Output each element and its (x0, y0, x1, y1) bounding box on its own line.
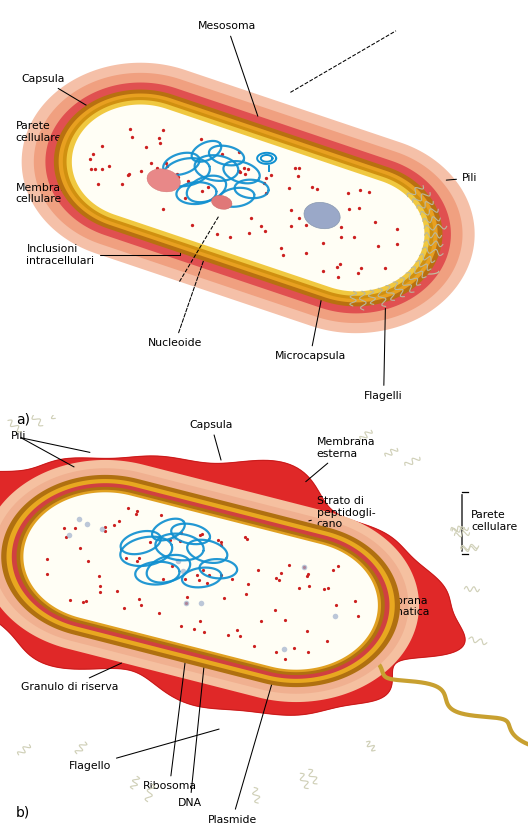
Polygon shape (59, 94, 438, 302)
Text: Capsula: Capsula (190, 419, 233, 460)
Polygon shape (1, 475, 400, 687)
Text: Membrana
plasmatica: Membrana plasmatica (364, 573, 429, 618)
Text: Flagello: Flagello (69, 729, 219, 771)
Text: Membrana
cellulare: Membrana cellulare (16, 183, 137, 204)
Polygon shape (6, 479, 395, 683)
Polygon shape (34, 73, 463, 323)
Text: Plasmide: Plasmide (208, 650, 282, 825)
Polygon shape (0, 468, 409, 694)
Text: Parete
cellulare: Parete cellulare (471, 510, 517, 532)
Text: Granulo di riserva: Granulo di riserva (21, 663, 121, 692)
Polygon shape (54, 90, 442, 306)
Text: b): b) (16, 806, 30, 820)
Ellipse shape (304, 203, 340, 229)
Ellipse shape (147, 168, 181, 192)
Polygon shape (45, 82, 451, 314)
Polygon shape (16, 487, 385, 675)
Text: Strato di
peptidogli-
cano: Strato di peptidogli- cano (309, 496, 375, 530)
Polygon shape (72, 105, 425, 291)
Text: a): a) (16, 413, 30, 427)
Polygon shape (12, 483, 390, 679)
Polygon shape (0, 460, 419, 702)
Text: Flagelli: Flagelli (364, 309, 403, 401)
Text: Membrana
esterna: Membrana esterna (306, 437, 375, 481)
Ellipse shape (212, 195, 232, 209)
Text: Pili: Pili (446, 173, 477, 183)
Text: Capsula: Capsula (21, 74, 114, 122)
Text: Pili: Pili (11, 431, 26, 441)
Polygon shape (22, 63, 475, 333)
Polygon shape (67, 100, 430, 295)
Text: DNA: DNA (178, 598, 211, 808)
Text: Mesosoma: Mesosoma (198, 21, 258, 116)
Text: Nucleoide: Nucleoide (148, 218, 218, 348)
Text: Parete
cellulare: Parete cellulare (16, 121, 127, 162)
Polygon shape (23, 492, 378, 670)
Text: Microcapsula: Microcapsula (275, 258, 346, 361)
Text: Inclusioni
intracellulari: Inclusioni intracellulari (26, 225, 180, 266)
Polygon shape (0, 456, 465, 715)
Text: Ribosoma: Ribosoma (143, 625, 196, 792)
Polygon shape (63, 97, 433, 299)
Polygon shape (20, 490, 381, 672)
